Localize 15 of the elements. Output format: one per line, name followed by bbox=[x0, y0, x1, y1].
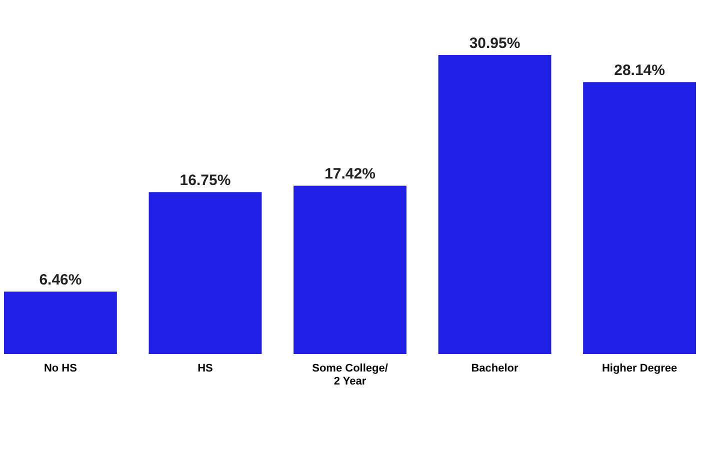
bar bbox=[294, 186, 406, 354]
bar bbox=[148, 192, 262, 354]
x-tick-label: HS bbox=[198, 362, 213, 374]
data-label: 30.95% bbox=[469, 35, 520, 52]
data-label: 17.42% bbox=[324, 166, 376, 183]
bar bbox=[4, 292, 117, 354]
x-tick-label: Bachelor bbox=[471, 362, 520, 374]
bar bbox=[438, 55, 552, 354]
bar bbox=[583, 82, 696, 354]
x-tick-label: Higher Degree bbox=[602, 362, 678, 374]
x-tick-label: Some College/ 2 Year bbox=[312, 362, 388, 388]
data-label: 16.75% bbox=[180, 172, 231, 190]
data-label: 6.46% bbox=[39, 272, 82, 289]
x-tick-label: No HS bbox=[44, 362, 77, 374]
data-label: 28.14% bbox=[614, 62, 665, 80]
